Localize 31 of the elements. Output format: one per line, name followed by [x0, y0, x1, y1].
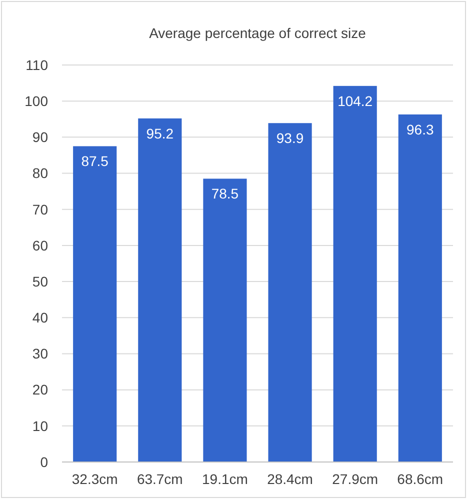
data-label: 78.5: [211, 186, 239, 202]
chart-title: Average percentage of correct size: [149, 25, 366, 41]
y-tick-label: 60: [32, 237, 48, 254]
data-label: 93.9: [276, 130, 304, 146]
y-tick-label: 50: [32, 273, 48, 290]
data-label: 96.3: [406, 121, 434, 138]
y-tick-label: 90: [32, 129, 48, 146]
bar: [203, 178, 247, 462]
data-label: 95.2: [146, 125, 174, 142]
bar: [398, 114, 442, 462]
y-tick-label: 40: [32, 310, 48, 326]
bar: [268, 123, 312, 462]
y-tick-label: 80: [32, 165, 48, 182]
x-tick-label: 32.3cm: [72, 471, 118, 487]
y-tick-label: 110: [26, 56, 48, 73]
bar: [333, 86, 377, 462]
bar: [138, 118, 182, 462]
y-tick-label: 30: [32, 346, 48, 362]
x-tick-label: 19.1cm: [202, 471, 248, 487]
x-tick-label: 28.4cm: [267, 471, 313, 487]
x-tick-label: 63.7cm: [136, 471, 183, 487]
x-tick-label: 68.6cm: [397, 471, 444, 487]
y-tick-label: 20: [32, 382, 48, 398]
y-tick-label: 100: [24, 92, 48, 109]
bar: [73, 146, 117, 462]
y-tick-label: 10: [32, 418, 48, 434]
y-tick-label: 70: [32, 201, 48, 218]
y-tick-label: 0: [40, 454, 48, 470]
data-label: 104.2: [338, 92, 373, 109]
data-label: 87.5: [81, 153, 109, 170]
x-tick-label: 27.9cm: [332, 471, 378, 487]
